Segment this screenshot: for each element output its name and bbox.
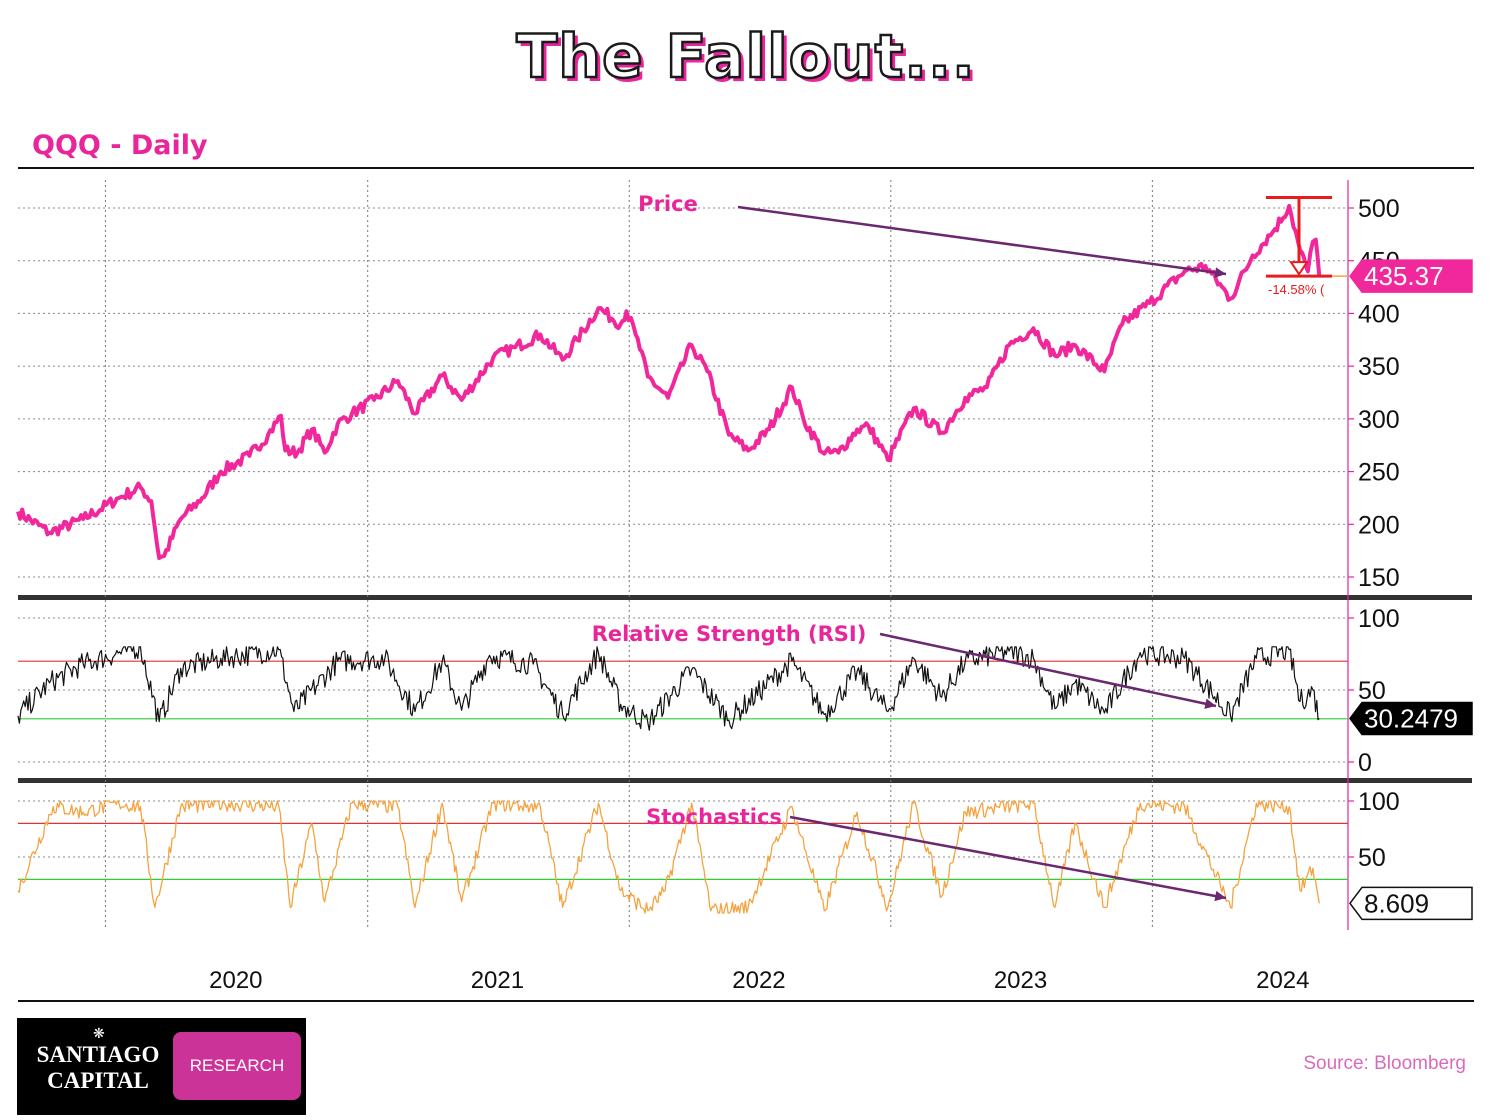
last-value-flag bbox=[1349, 886, 1473, 921]
drawdown-label: -14.58% ( bbox=[1268, 282, 1325, 297]
last-value-label: 435.37 bbox=[1364, 261, 1444, 291]
y-tick-label: 50 bbox=[1358, 677, 1386, 705]
stochastics-series-line bbox=[17, 800, 1320, 914]
y-tick-label: 500 bbox=[1358, 195, 1400, 223]
panel-divider bbox=[18, 778, 1472, 783]
panel-divider bbox=[18, 595, 1472, 600]
drawdown-arrowhead bbox=[1289, 261, 1309, 276]
annotation-arrowhead bbox=[1214, 267, 1226, 278]
annotation-arrowhead bbox=[1204, 698, 1216, 709]
last-value-flag bbox=[1349, 259, 1473, 293]
logo-name-line2: CAPITAL bbox=[47, 1068, 149, 1093]
chart-title: The Fallout... bbox=[515, 21, 976, 94]
y-tick-label: 100 bbox=[1358, 788, 1400, 816]
logo-name-line1: SANTIAGO bbox=[36, 1042, 160, 1067]
x-tick-label: 2024 bbox=[1256, 967, 1309, 994]
chart-area: 2020202120222023202415020025030035040045… bbox=[16, 167, 1474, 1002]
annotation-arrow bbox=[879, 632, 1217, 708]
y-tick-label: 350 bbox=[1358, 353, 1400, 381]
logo-name: SANTIAGO CAPITAL bbox=[23, 1042, 173, 1094]
annotation-arrowhead bbox=[1214, 890, 1226, 902]
x-tick-label: 2023 bbox=[994, 967, 1047, 994]
y-tick-label: 300 bbox=[1358, 406, 1400, 434]
annotation-label: Stochastics bbox=[646, 805, 782, 829]
y-tick-label: 0 bbox=[1358, 749, 1372, 777]
annotation-arrow bbox=[737, 205, 1227, 276]
annotation-label: Price bbox=[638, 192, 698, 216]
last-value-flag bbox=[1349, 701, 1473, 736]
logo-badge-label: RESEARCH bbox=[189, 1056, 285, 1075]
y-tick-label: 250 bbox=[1358, 459, 1400, 487]
rsi-series-line bbox=[17, 646, 1320, 731]
x-tick-label: 2020 bbox=[209, 967, 262, 994]
y-tick-label: 400 bbox=[1358, 300, 1400, 328]
last-value-label: 30.2479 bbox=[1364, 703, 1458, 733]
price-series-line bbox=[16, 203, 1322, 560]
y-tick-label: 200 bbox=[1358, 511, 1400, 539]
annotation-arrow bbox=[789, 815, 1227, 900]
chart-subtitle: QQQ - Daily bbox=[32, 130, 208, 161]
y-tick-label: 150 bbox=[1358, 564, 1400, 592]
logo-badge: RESEARCH bbox=[173, 1032, 301, 1100]
annotation-label: Relative Strength (RSI) bbox=[592, 622, 867, 646]
y-tick-label: 100 bbox=[1358, 605, 1400, 633]
y-tick-label: 50 bbox=[1358, 844, 1386, 872]
x-tick-label: 2022 bbox=[732, 967, 785, 994]
x-tick-label: 2021 bbox=[471, 967, 524, 994]
santiago-capital-logo: ❋ SANTIAGO CAPITAL RESEARCH bbox=[17, 1018, 306, 1115]
source-note: Source: Bloomberg bbox=[1303, 1053, 1466, 1074]
shell-icon: ❋ bbox=[93, 1026, 105, 1042]
last-value-label: 8.609 bbox=[1364, 888, 1429, 918]
